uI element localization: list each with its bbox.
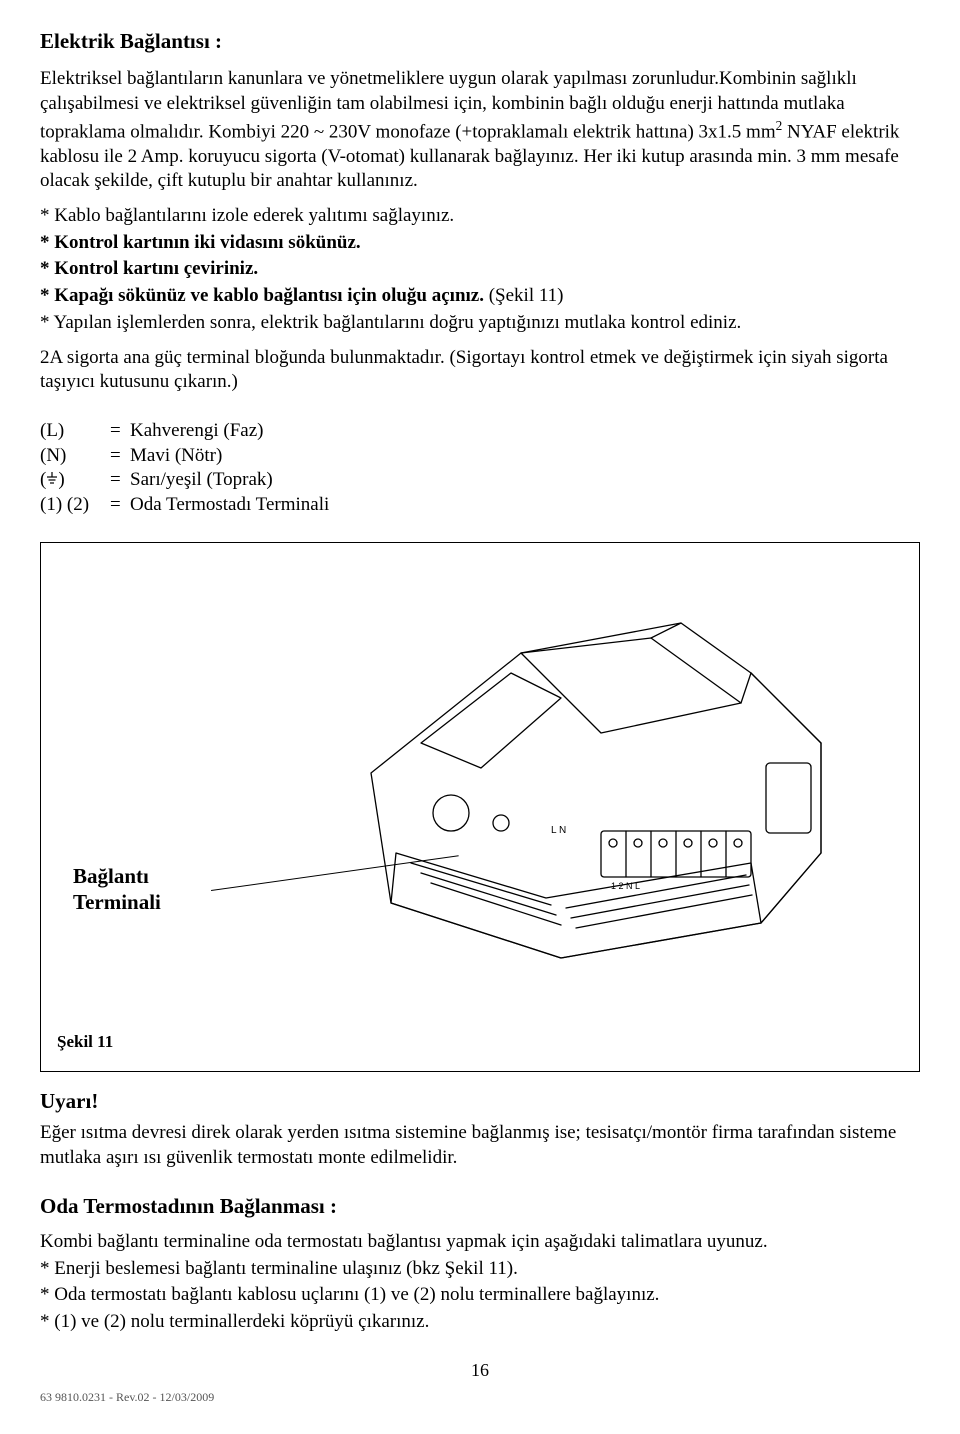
legend-row-n: (N) = Mavi (Nötr): [40, 444, 920, 469]
legend-val-n: Mavi (Nötr): [130, 444, 920, 469]
paragraph-intro: Elektriksel bağlantıların kanunlara ve y…: [40, 67, 920, 194]
bullet-4: * Kapağı sökünüz ve kablo bağlantısı içi…: [40, 284, 920, 309]
footer-text: 63 9810.0231 - Rev.02 - 12/03/2009: [40, 1390, 920, 1406]
legend-eq-3: =: [110, 468, 130, 493]
legend-key-thermo: (1) (2): [40, 493, 110, 518]
legend-key-ground: (): [40, 468, 110, 493]
figure-illustration: L N 1 2 N L: [301, 563, 861, 963]
section2-item-2: * Oda termostatı bağlantı kablosu uçları…: [40, 1283, 920, 1308]
warning-title: Uyarı!: [40, 1088, 920, 1115]
legend-val-thermo: Oda Termostadı Terminali: [130, 493, 920, 518]
para1-text: Elektriksel bağlantıların kanunlara ve y…: [40, 68, 857, 142]
section2-title: Oda Termostadının Bağlanması :: [40, 1193, 920, 1220]
legend-table: (L) = Kahverengi (Faz) (N) = Mavi (Nötr)…: [40, 419, 920, 518]
legend-val-l: Kahverengi (Faz): [130, 419, 920, 444]
ground-icon: [46, 469, 58, 494]
svg-text:1 2 N L: 1 2 N L: [611, 881, 640, 891]
section-title: Elektrik Bağlantısı :: [40, 28, 920, 55]
section2-intro: Kombi bağlantı terminaline oda termostat…: [40, 1230, 920, 1255]
bullet-3: * Kontrol kartını çeviriniz.: [40, 257, 920, 282]
bullet-1: * Kablo bağlantılarını izole ederek yalı…: [40, 204, 920, 229]
page-number: 16: [40, 1359, 920, 1382]
figure-label-2: Terminali: [73, 890, 161, 914]
section2-item-3: * (1) ve (2) nolu terminallerdeki köprüy…: [40, 1310, 920, 1335]
figure-box: Bağlantı Terminali: [40, 542, 920, 1072]
bullet-2: * Kontrol kartının iki vidasını sökünüz.: [40, 231, 920, 256]
warning-text: Eğer ısıtma devresi direk olarak yerden …: [40, 1121, 920, 1170]
bullet-4-bold: * Kapağı sökünüz ve kablo bağlantısı içi…: [40, 285, 484, 306]
paragraph-fuse: 2A sigorta ana güç terminal bloğunda bul…: [40, 346, 920, 395]
section2-item-1: * Enerji beslemesi bağlantı terminaline …: [40, 1257, 920, 1282]
legend-row-l: (L) = Kahverengi (Faz): [40, 419, 920, 444]
legend-val-ground: Sarı/yeşil (Toprak): [130, 468, 920, 493]
legend-eq-4: =: [110, 493, 130, 518]
bullet-list: * Kablo bağlantılarını izole ederek yalı…: [40, 204, 920, 335]
bullet-4-suffix: (Şekil 11): [484, 285, 564, 306]
svg-text:L N: L N: [551, 825, 566, 836]
legend-eq-1: =: [110, 419, 130, 444]
legend-key-l: (L): [40, 419, 110, 444]
legend-row-thermo: (1) (2) = Oda Termostadı Terminali: [40, 493, 920, 518]
legend-eq-2: =: [110, 444, 130, 469]
figure-caption: Şekil 11: [57, 1031, 113, 1053]
figure-label-1: Bağlantı: [73, 864, 149, 888]
legend-key-n: (N): [40, 444, 110, 469]
figure-label: Bağlantı Terminali: [73, 863, 161, 916]
legend-row-ground: () = Sarı/yeşil (Toprak): [40, 468, 920, 493]
bullet-5: * Yapılan işlemlerden sonra, elektrik ba…: [40, 311, 920, 336]
